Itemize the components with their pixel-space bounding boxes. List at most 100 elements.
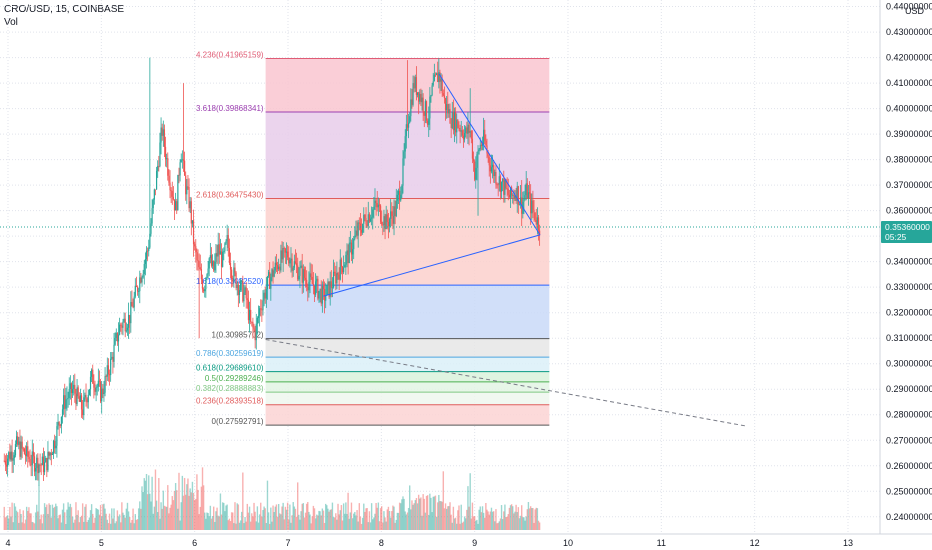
volume-bar	[428, 514, 430, 530]
candle-body	[495, 172, 497, 185]
candle-body	[200, 269, 202, 280]
volume-bar	[302, 503, 305, 530]
candle-body	[364, 214, 366, 218]
candle-body	[97, 380, 99, 387]
volume-bar	[23, 523, 26, 530]
candle-body	[421, 97, 423, 103]
volume-bar	[122, 512, 124, 530]
volume-bar	[89, 510, 92, 530]
volume-bar	[327, 508, 329, 530]
candle-body	[347, 250, 349, 264]
volume-bar	[413, 503, 415, 530]
volume-bar	[37, 511, 39, 530]
candle-body	[18, 441, 20, 445]
candle-body	[173, 199, 176, 211]
volume-bar	[255, 521, 257, 530]
volume-bar	[307, 502, 309, 530]
candle-body	[295, 263, 298, 266]
candle-body	[428, 118, 430, 125]
candle-body	[497, 184, 499, 186]
volume-bar	[444, 503, 447, 530]
volume-bar	[344, 513, 346, 530]
volume-bar	[500, 505, 503, 530]
candle-body	[415, 77, 418, 95]
volume-bar	[60, 522, 63, 530]
volume-bar	[325, 503, 327, 530]
volume-bar	[431, 512, 433, 530]
candle-body	[40, 464, 42, 466]
candle-body	[453, 112, 456, 131]
candle-body	[130, 301, 132, 324]
candle-body	[199, 267, 201, 270]
volume-bar	[227, 520, 229, 530]
candle-body	[396, 194, 398, 201]
candle-body	[323, 289, 326, 301]
volume-bar	[22, 510, 25, 530]
candle-body	[376, 203, 378, 208]
volume-bar	[369, 522, 372, 530]
candle-body	[472, 158, 475, 162]
volume-bar	[521, 505, 523, 530]
price-tick-label: 0.31000000	[886, 333, 932, 343]
candle-body	[101, 388, 103, 402]
volume-bar	[254, 511, 256, 530]
candle-body	[400, 194, 402, 201]
volume-bar	[269, 523, 271, 530]
volume-bar	[440, 501, 442, 530]
candle-body	[532, 200, 534, 210]
candle-body	[390, 211, 392, 219]
volume-bar	[387, 506, 390, 530]
candle-body	[93, 383, 95, 388]
volume-bar	[274, 506, 277, 530]
candle-body	[248, 309, 251, 321]
volume-bar	[538, 522, 541, 530]
volume-bar	[164, 506, 167, 530]
candle-body	[365, 217, 367, 225]
candle-body	[439, 72, 441, 82]
volume-indicator-label[interactable]: Vol	[4, 17, 18, 28]
candle-body	[368, 214, 370, 222]
volume-bar	[205, 518, 207, 530]
candle-body	[344, 264, 346, 268]
candle-body	[152, 199, 154, 209]
candle-body	[424, 101, 426, 116]
volume-bar	[131, 519, 133, 530]
candle-body	[435, 73, 438, 75]
candle-body	[135, 285, 138, 287]
candle-body	[148, 247, 150, 251]
candle-body	[471, 138, 474, 159]
volume-bar	[201, 467, 204, 530]
candle-body	[185, 175, 187, 195]
price-tick-label: 0.29000000	[886, 384, 932, 394]
candle-body	[41, 456, 43, 465]
volume-bar	[235, 523, 237, 530]
candle-body	[539, 230, 541, 236]
time-tick-label: 10	[563, 538, 573, 548]
volume-bar	[218, 516, 221, 530]
price-tick-label: 0.30000000	[886, 359, 932, 369]
volume-bar	[134, 514, 137, 530]
candle-body	[111, 356, 113, 359]
volume-bar	[103, 503, 105, 530]
candle-body	[76, 387, 78, 405]
candle-body	[461, 130, 463, 136]
volume-bar	[378, 521, 381, 530]
candle-body	[234, 267, 236, 273]
volume-bar	[237, 504, 240, 530]
candle-body	[96, 386, 98, 388]
volume-bar	[506, 516, 508, 530]
candle-body	[149, 233, 151, 248]
volume-bar	[286, 502, 289, 530]
volume-bar	[109, 523, 112, 530]
volume-bar	[244, 517, 246, 530]
candle-body	[468, 124, 470, 133]
volume-bar	[342, 503, 345, 530]
volume-bar	[404, 511, 406, 530]
volume-bar	[370, 503, 373, 530]
volume-bar	[125, 508, 128, 530]
volume-bar	[183, 477, 186, 530]
price-tick-label: 0.39000000	[886, 129, 932, 139]
volume-bar	[145, 473, 148, 530]
candle-body	[298, 275, 300, 280]
